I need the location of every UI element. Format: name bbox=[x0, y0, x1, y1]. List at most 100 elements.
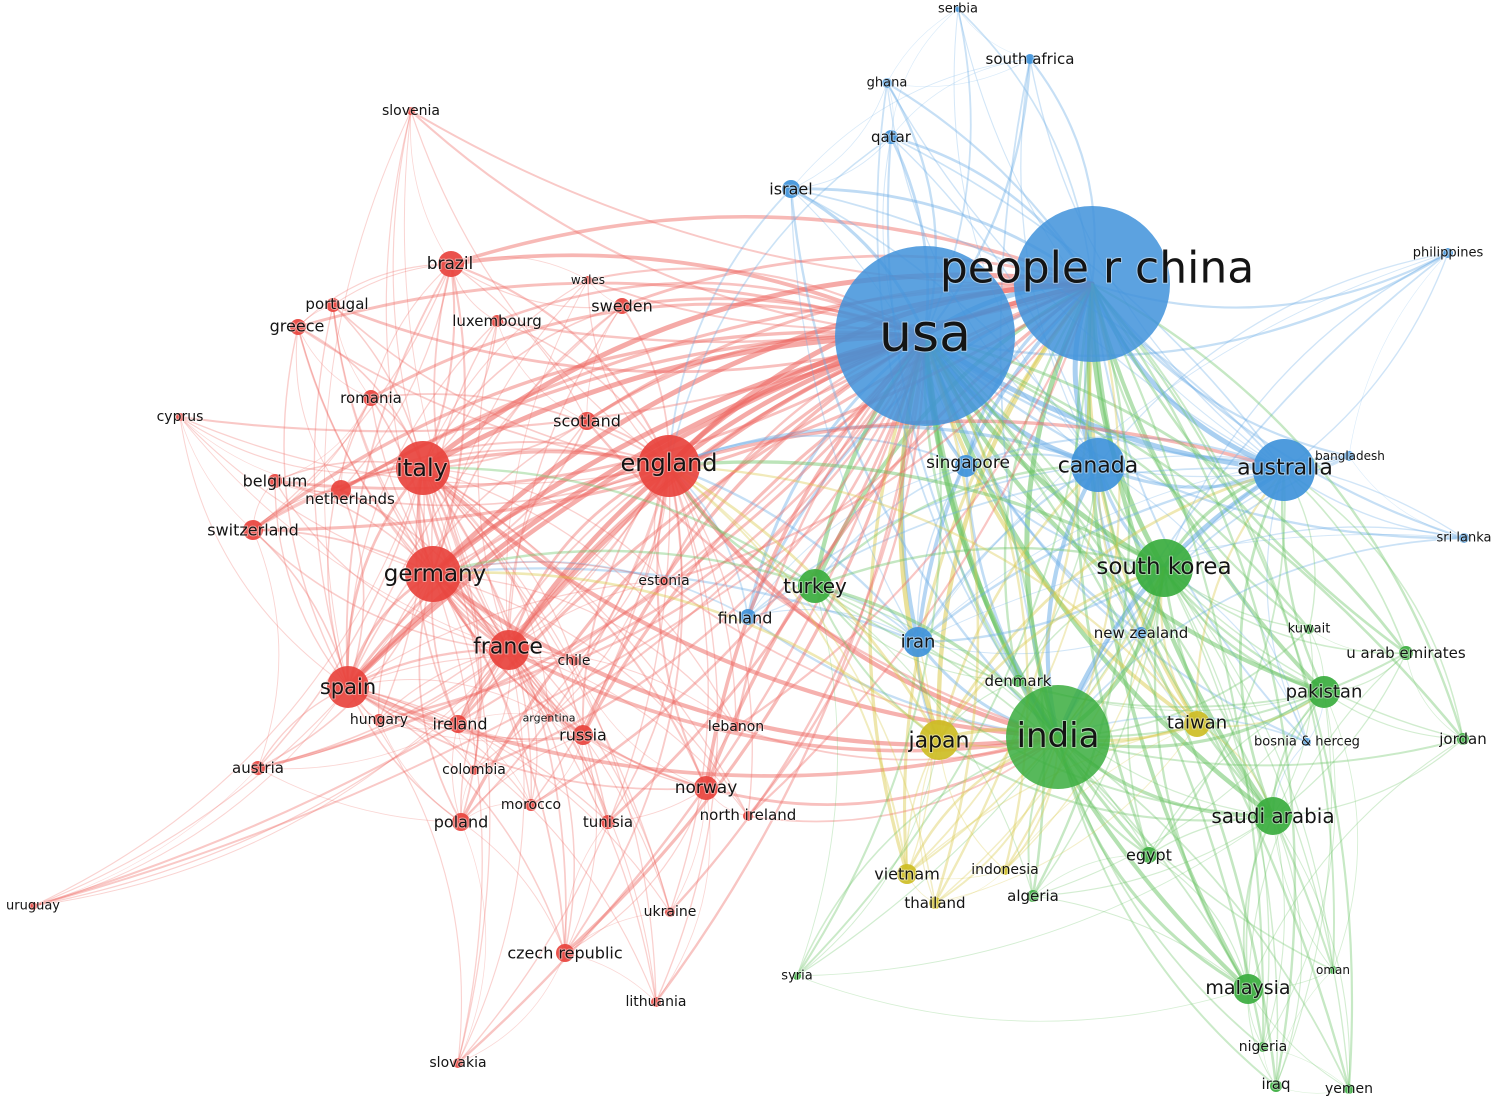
edge-wales-brazil bbox=[450, 256, 589, 281]
node-nigeria[interactable] bbox=[1258, 1042, 1268, 1052]
edge-lithuania-germany bbox=[432, 573, 657, 1003]
node-turkey[interactable] bbox=[798, 569, 832, 603]
node-indonesia[interactable] bbox=[1000, 865, 1010, 875]
node-philippines[interactable] bbox=[1443, 248, 1453, 258]
node-israel[interactable] bbox=[782, 180, 800, 198]
node-england[interactable] bbox=[638, 435, 700, 497]
node-netherlands[interactable] bbox=[331, 480, 351, 500]
node-brazil[interactable] bbox=[438, 251, 464, 277]
node-bosnia-and-herceg[interactable] bbox=[1303, 738, 1311, 746]
node-people-r-china[interactable] bbox=[1014, 206, 1170, 362]
node-norway[interactable] bbox=[694, 776, 718, 800]
node-wales[interactable] bbox=[584, 276, 592, 284]
edge-nigeria-people-r-china bbox=[1090, 282, 1265, 1049]
node-russia[interactable] bbox=[573, 725, 593, 745]
edge-sweden-scotland bbox=[586, 305, 623, 422]
node-malaysia[interactable] bbox=[1233, 974, 1263, 1004]
edge-spain-norway bbox=[347, 686, 707, 791]
edge-iran-england bbox=[667, 464, 920, 644]
node-u-arab-emirates[interactable] bbox=[1399, 646, 1413, 660]
label-wales: wales bbox=[571, 273, 605, 287]
node-bangladesh[interactable] bbox=[1344, 451, 1354, 461]
edge-greece-romania bbox=[297, 326, 372, 399]
edge-germany-norway bbox=[431, 572, 708, 790]
node-kuwait[interactable] bbox=[1304, 624, 1314, 634]
node-pakistan[interactable] bbox=[1308, 676, 1340, 708]
node-singapore[interactable] bbox=[955, 455, 977, 477]
node-tunisia[interactable] bbox=[601, 815, 615, 829]
node-romania[interactable] bbox=[363, 390, 379, 406]
node-france[interactable] bbox=[489, 630, 529, 670]
edge-england-germany bbox=[431, 464, 671, 576]
node-ukraine[interactable] bbox=[665, 907, 675, 917]
node-algeria[interactable] bbox=[1027, 890, 1039, 902]
edge-australia-taiwan bbox=[1195, 468, 1286, 726]
node-spain[interactable] bbox=[327, 666, 369, 708]
node-oman[interactable] bbox=[1329, 966, 1337, 974]
node-south-africa[interactable] bbox=[1025, 54, 1035, 64]
node-canada[interactable] bbox=[1071, 438, 1125, 492]
node-thailand[interactable] bbox=[929, 897, 941, 909]
node-ireland[interactable] bbox=[449, 715, 467, 733]
node-lebanon[interactable] bbox=[731, 722, 741, 732]
edge-hungary-england bbox=[378, 465, 670, 721]
edge-italy-russia bbox=[422, 467, 584, 736]
node-sri-lanka[interactable] bbox=[1459, 533, 1469, 543]
node-new-zealand[interactable] bbox=[1135, 627, 1147, 639]
node-luxembourg[interactable] bbox=[491, 315, 503, 327]
node-india[interactable] bbox=[1006, 685, 1110, 789]
node-north-ireland[interactable] bbox=[743, 811, 753, 821]
edge-denmark-canada bbox=[1017, 464, 1099, 682]
edge-singapore-turkey bbox=[814, 465, 967, 587]
node-morocco[interactable] bbox=[525, 799, 537, 811]
node-denmark[interactable] bbox=[1012, 675, 1024, 687]
node-uruguay[interactable] bbox=[29, 902, 37, 910]
edge-saudi-arabia-malaysia bbox=[1242, 815, 1274, 990]
node-lithuania[interactable] bbox=[651, 997, 661, 1007]
node-yemen[interactable] bbox=[1344, 1084, 1354, 1094]
node-slovakia[interactable] bbox=[453, 1058, 463, 1068]
node-serbia[interactable] bbox=[955, 6, 961, 12]
node-portugal[interactable] bbox=[326, 298, 340, 312]
node-austria[interactable] bbox=[251, 761, 265, 775]
node-poland[interactable] bbox=[452, 813, 470, 831]
edge-chile-spain bbox=[347, 656, 575, 688]
node-argentina[interactable] bbox=[545, 714, 553, 722]
node-sweden[interactable] bbox=[614, 298, 630, 314]
node-qatar[interactable] bbox=[884, 130, 898, 144]
node-italy[interactable] bbox=[396, 441, 450, 495]
edge-finland-germany bbox=[432, 560, 749, 618]
node-japan[interactable] bbox=[919, 720, 959, 760]
node-taiwan[interactable] bbox=[1184, 711, 1210, 737]
node-usa[interactable] bbox=[835, 246, 1015, 426]
node-estonia[interactable] bbox=[659, 576, 669, 586]
node-jordan[interactable] bbox=[1457, 733, 1469, 745]
node-switzerland[interactable] bbox=[243, 520, 263, 540]
node-chile[interactable] bbox=[569, 656, 579, 666]
node-saudi-arabia[interactable] bbox=[1254, 797, 1292, 835]
edge-brazil-portugal bbox=[332, 263, 452, 306]
node-syria[interactable] bbox=[793, 972, 801, 980]
node-finland[interactable] bbox=[740, 609, 756, 625]
edge-portugal-england bbox=[332, 304, 670, 467]
node-slovenia[interactable] bbox=[407, 107, 415, 115]
node-australia[interactable] bbox=[1253, 439, 1315, 501]
edge-ukraine-spain bbox=[347, 686, 671, 913]
node-ghana[interactable] bbox=[882, 78, 892, 88]
node-scotland[interactable] bbox=[578, 412, 596, 430]
node-germany[interactable] bbox=[405, 546, 461, 602]
edge-russia-poland bbox=[460, 734, 584, 823]
edge-brazil-sweden bbox=[450, 263, 623, 309]
node-czech-republic[interactable] bbox=[556, 944, 574, 962]
node-hungary[interactable] bbox=[373, 714, 385, 726]
node-iraq[interactable] bbox=[1270, 1080, 1282, 1092]
node-belgium[interactable] bbox=[268, 474, 282, 488]
node-iran[interactable] bbox=[903, 627, 933, 657]
node-greece[interactable] bbox=[290, 319, 306, 335]
node-colombia[interactable] bbox=[469, 765, 479, 775]
node-egypt[interactable] bbox=[1141, 847, 1157, 863]
node-south-korea[interactable] bbox=[1135, 539, 1193, 597]
edge-austria-france bbox=[257, 649, 510, 769]
node-vietnam[interactable] bbox=[897, 864, 917, 884]
node-cyprus[interactable] bbox=[176, 413, 184, 421]
